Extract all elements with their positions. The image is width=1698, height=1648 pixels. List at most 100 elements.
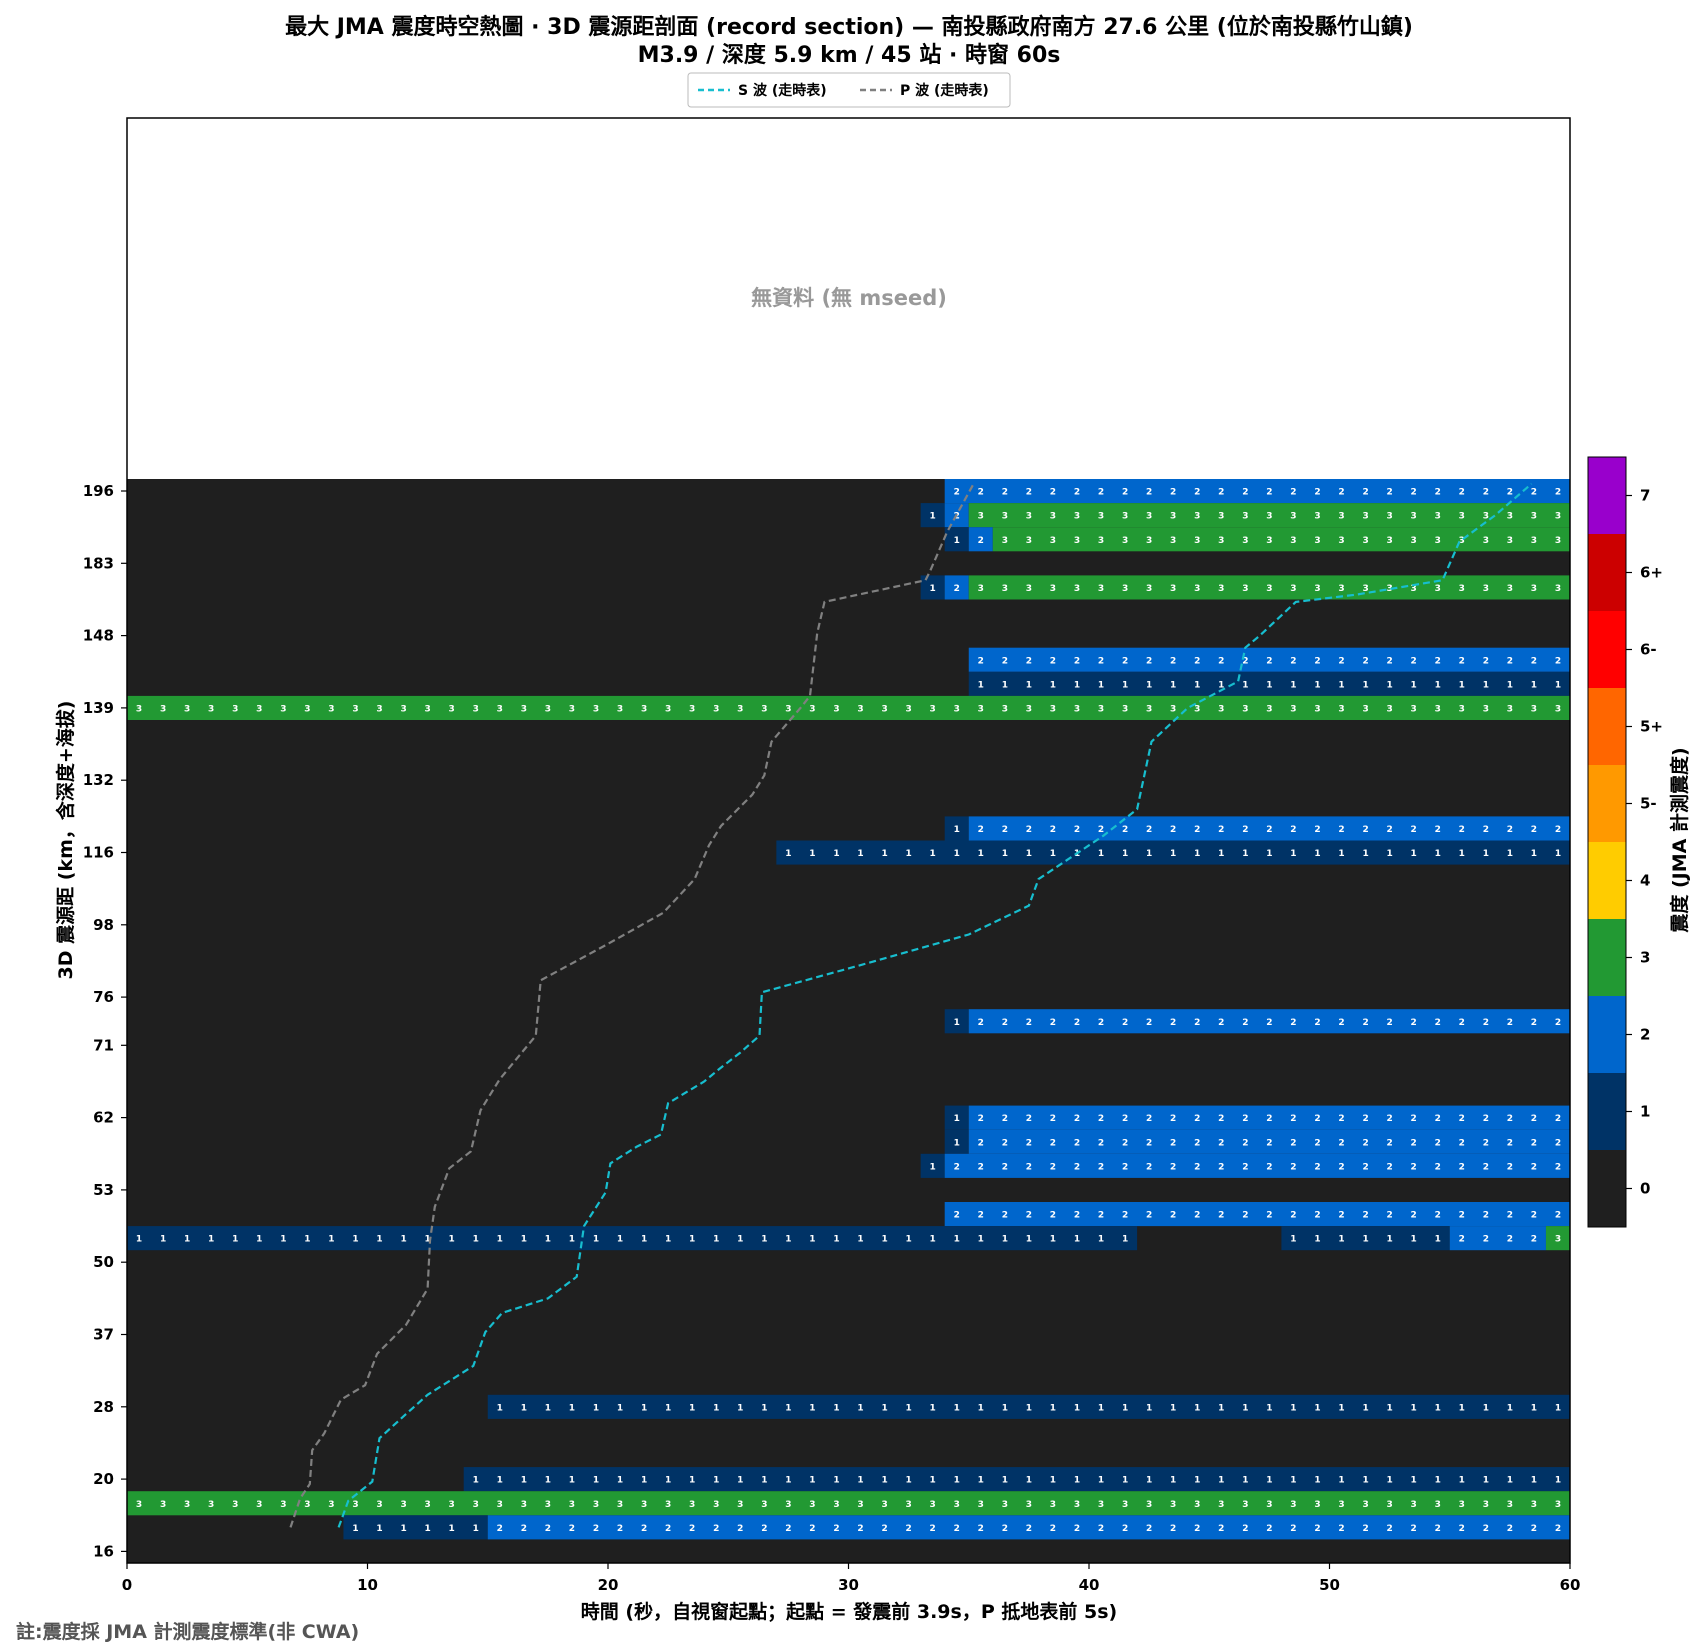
cell-value-label: 1 — [160, 1235, 166, 1245]
cell-value-label: 1 — [1002, 1403, 1008, 1413]
cell-value-label: 2 — [1483, 1114, 1489, 1124]
cell-value-label: 2 — [1386, 1138, 1392, 1148]
cell-value-label: 3 — [1050, 512, 1056, 522]
cell-value-label: 3 — [761, 704, 767, 714]
cell-value-label: 3 — [184, 704, 190, 714]
cell-value-label: 3 — [1266, 704, 1272, 714]
cell-value-label: 3 — [256, 704, 262, 714]
cell-value-label: 1 — [1122, 1476, 1128, 1486]
heatmap-cell — [343, 1515, 488, 1540]
cell-value-label: 3 — [978, 584, 984, 594]
cell-value-label: 2 — [1074, 825, 1080, 835]
cell-value-label: 2 — [1266, 1138, 1272, 1148]
y-tick-label: 196 — [83, 482, 114, 500]
cell-value-label: 2 — [1555, 488, 1561, 498]
cell-value-label: 1 — [857, 849, 863, 859]
cell-value-label: 2 — [978, 1211, 984, 1221]
cell-value-label: 2 — [1555, 1114, 1561, 1124]
cell-value-label: 1 — [497, 1476, 503, 1486]
cell-value-label: 3 — [1483, 536, 1489, 546]
cell-value-label: 1 — [545, 1403, 551, 1413]
cell-value-label: 2 — [1026, 488, 1032, 498]
cell-value-label: 2 — [1459, 656, 1465, 666]
cell-value-label: 1 — [473, 1524, 479, 1534]
x-tick-label: 20 — [598, 1576, 619, 1594]
cell-value-label: 1 — [954, 1138, 960, 1148]
cell-value-label: 2 — [1122, 1524, 1128, 1534]
heatmap-cell — [968, 1105, 1570, 1130]
cell-value-label: 2 — [954, 1524, 960, 1534]
cell-value-label: 1 — [785, 849, 791, 859]
cell-value-label: 1 — [617, 1403, 623, 1413]
cell-value-label: 3 — [1411, 584, 1417, 594]
cell-value-label: 2 — [1098, 1138, 1104, 1148]
cell-value-label: 1 — [569, 1476, 575, 1486]
cell-value-label: 2 — [665, 1524, 671, 1534]
cell-value-label: 3 — [521, 1500, 527, 1510]
cell-value-label: 1 — [881, 849, 887, 859]
cell-value-label: 3 — [1314, 584, 1320, 594]
cell-value-label: 2 — [1338, 825, 1344, 835]
cell-value-label: 3 — [352, 1500, 358, 1510]
cell-value-label: 1 — [1555, 1476, 1561, 1486]
cell-value-label: 1 — [424, 1524, 430, 1534]
cell-value-label: 3 — [809, 1500, 815, 1510]
cell-value-label: 3 — [1146, 512, 1152, 522]
cell-value-label: 2 — [1459, 1524, 1465, 1534]
chart-title-line2: M3.9 / 深度 5.9 km / 45 站 · 時窗 60s — [638, 42, 1061, 68]
cell-value-label: 3 — [569, 1500, 575, 1510]
cell-value-label: 2 — [1266, 825, 1272, 835]
cell-value-label: 3 — [641, 704, 647, 714]
cell-value-label: 2 — [1290, 1018, 1296, 1028]
cell-value-label: 1 — [1338, 1476, 1344, 1486]
cell-value-label: 2 — [1290, 825, 1296, 835]
cell-value-label: 3 — [1050, 704, 1056, 714]
cell-value-label: 3 — [641, 1500, 647, 1510]
cell-value-label: 2 — [1314, 656, 1320, 666]
cell-value-label: 3 — [521, 704, 527, 714]
cell-value-label: 3 — [1218, 536, 1224, 546]
cell-value-label: 1 — [1362, 849, 1368, 859]
cell-value-label: 1 — [1194, 680, 1200, 690]
cell-value-label: 1 — [905, 849, 911, 859]
cell-value-label: 3 — [1266, 1500, 1272, 1510]
colorbar-label: 震度 (JMA 計測震度) — [1668, 747, 1691, 932]
cell-value-label: 1 — [930, 512, 936, 522]
cell-value-label: 2 — [1386, 656, 1392, 666]
cell-value-label: 3 — [1386, 1500, 1392, 1510]
cell-value-label: 2 — [1386, 488, 1392, 498]
cell-value-label: 1 — [1002, 1235, 1008, 1245]
cell-value-label: 1 — [449, 1524, 455, 1534]
cell-value-label: 3 — [1314, 512, 1320, 522]
cell-value-label: 2 — [1314, 1114, 1320, 1124]
cell-value-label: 3 — [497, 704, 503, 714]
cell-value-label: 1 — [1531, 680, 1537, 690]
cell-value-label: 2 — [1146, 1018, 1152, 1028]
cell-value-label: 3 — [1386, 512, 1392, 522]
cell-value-label: 3 — [400, 1500, 406, 1510]
cell-value-label: 1 — [304, 1235, 310, 1245]
cell-value-label: 3 — [1531, 1500, 1537, 1510]
cell-value-label: 1 — [1194, 849, 1200, 859]
cell-value-label: 1 — [521, 1476, 527, 1486]
cell-value-label: 1 — [1170, 849, 1176, 859]
cell-value-label: 1 — [1314, 1476, 1320, 1486]
cell-value-label: 1 — [1483, 1403, 1489, 1413]
cell-value-label: 2 — [1002, 1138, 1008, 1148]
cell-value-label: 1 — [352, 1524, 358, 1534]
cell-value-label: 1 — [1074, 1476, 1080, 1486]
cell-value-label: 1 — [809, 1235, 815, 1245]
cell-value-label: 1 — [1411, 1403, 1417, 1413]
cell-value-label: 1 — [136, 1235, 142, 1245]
cell-value-label: 3 — [1362, 584, 1368, 594]
heatmap-cell — [776, 840, 1570, 865]
cell-value-label: 3 — [617, 704, 623, 714]
cell-value-label: 2 — [1459, 1018, 1465, 1028]
cell-value-label: 1 — [1170, 1403, 1176, 1413]
cell-value-label: 1 — [978, 849, 984, 859]
cell-value-label: 2 — [1435, 1138, 1441, 1148]
cell-value-label: 3 — [1290, 1500, 1296, 1510]
cell-value-label: 1 — [1026, 1476, 1032, 1486]
cell-value-label: 3 — [1290, 536, 1296, 546]
cell-value-label: 2 — [1218, 1018, 1224, 1028]
